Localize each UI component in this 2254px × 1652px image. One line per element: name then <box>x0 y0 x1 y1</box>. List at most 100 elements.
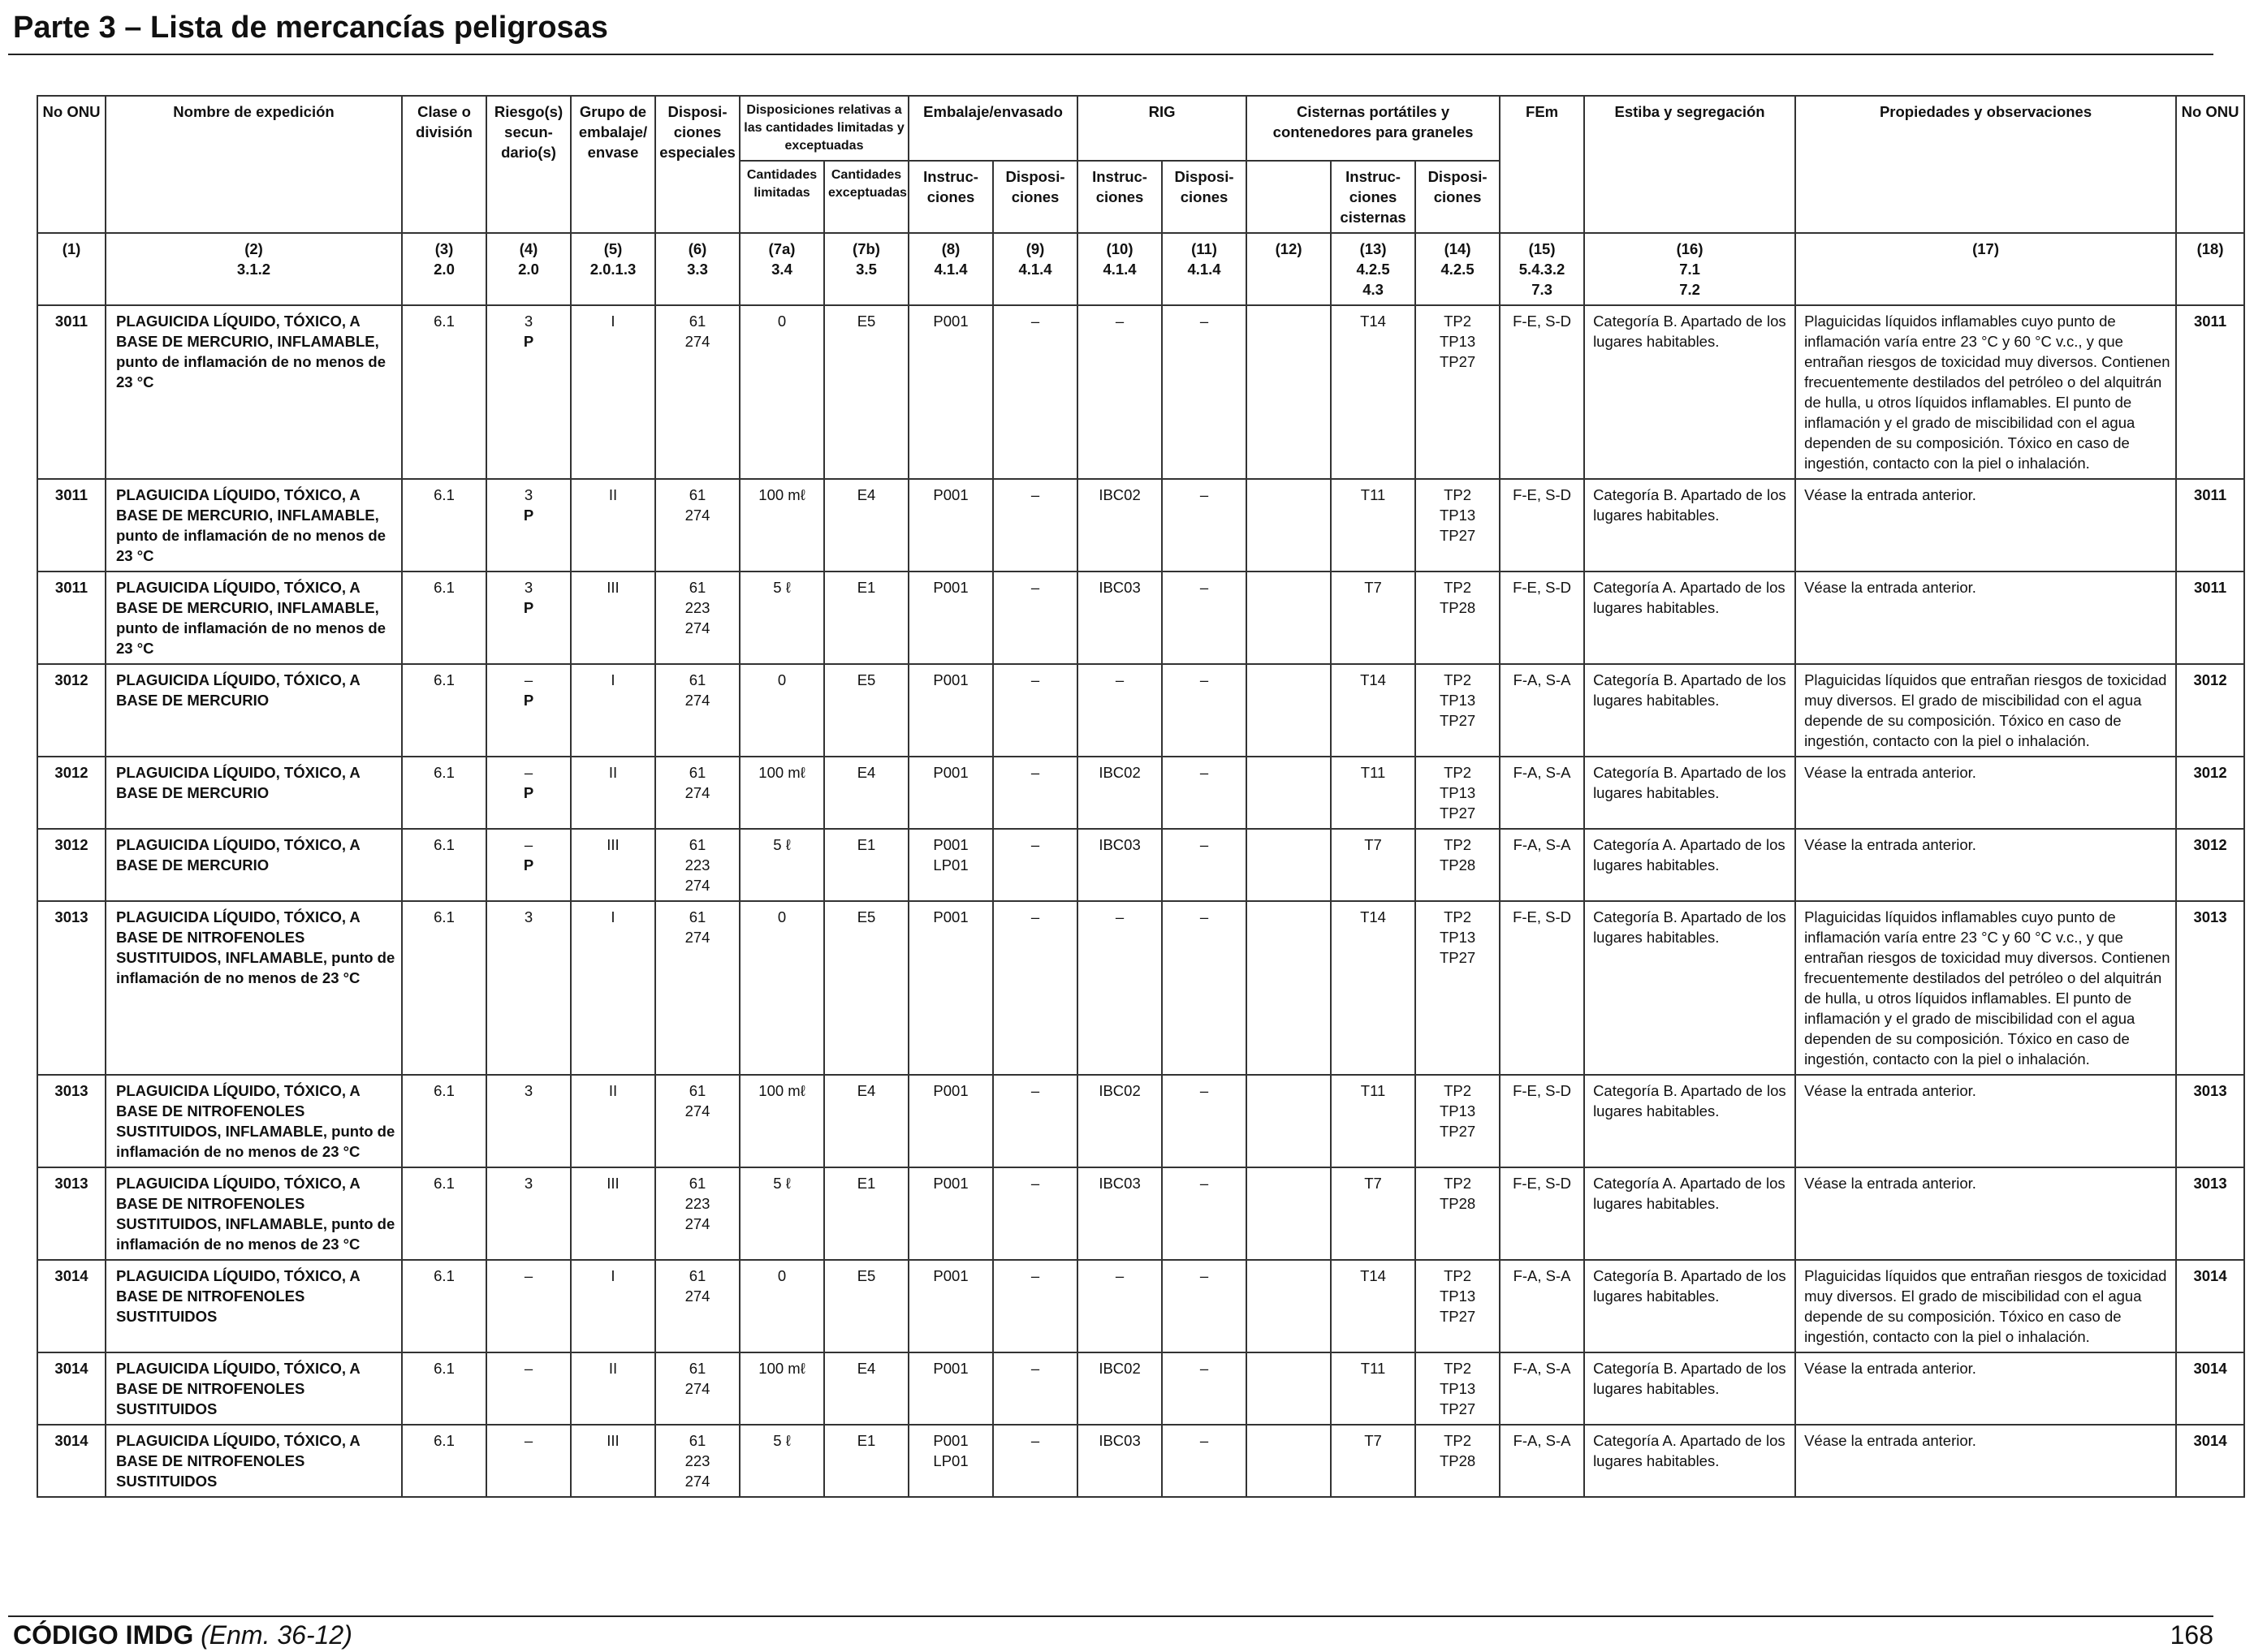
subsidiary-risk-value: 3 <box>524 1175 533 1192</box>
column-reference: 4.1.4 <box>934 261 968 278</box>
ibc-provision-cell: – <box>1161 478 1248 572</box>
ems-cell: F-E, S-D <box>1499 1167 1586 1261</box>
un-number-right-cell: 3014 <box>2175 1259 2246 1353</box>
limited-quantity-cell: 0 <box>739 304 825 480</box>
limited-quantity-cell: 100 mℓ <box>739 478 825 572</box>
excepted-quantity-value: E4 <box>857 764 876 781</box>
packing-instruction-value: P001 <box>933 1267 969 1284</box>
properties-cell: Véase la entrada anterior. <box>1794 1074 2178 1168</box>
table-row: 3012 PLAGUICIDA LÍQUIDO, TÓXICO, A BASE D… <box>37 828 2246 902</box>
shipping-name: PLAGUICIDA LÍQUIDO, TÓXICO, A BASE DE ME… <box>116 313 379 350</box>
ems-value: F-A, S-A <box>1513 671 1571 688</box>
class-value: 6.1 <box>434 1175 455 1192</box>
un-number-right-value: 3014 <box>2193 1267 2227 1284</box>
ibc-instruction-cell: IBC02 <box>1077 1352 1164 1426</box>
packing-provision-cell: – <box>992 756 1079 830</box>
packing-instruction-value: P001 <box>933 671 969 688</box>
shipping-name-cell: PLAGUICIDA LÍQUIDO, TÓXICO, A BASE DE NI… <box>105 1074 403 1168</box>
ems-cell: F-A, S-A <box>1499 756 1586 830</box>
header-limited-excepted: Disposiciones relativas a las cantidades… <box>738 95 910 162</box>
special-provisions-cell: 61 274 <box>654 663 741 757</box>
un-number-right-value: 3014 <box>2193 1360 2227 1377</box>
table-row: 3014 PLAGUICIDA LÍQUIDO, TÓXICO, A BASE D… <box>37 1259 2246 1353</box>
shipping-name: PLAGUICIDA LÍQUIDO, TÓXICO, A BASE DE ME… <box>116 579 379 616</box>
packing-instruction-cell: P001 <box>908 1259 995 1353</box>
packing-provision-value: – <box>1030 1432 1040 1449</box>
tank-instruction-cell: T7 <box>1330 571 1417 665</box>
class-cell: 6.1 <box>401 1259 487 1353</box>
tank-instruction-value: T11 <box>1360 486 1386 503</box>
table-row: 3012 PLAGUICIDA LÍQUIDO, TÓXICO, A BASE D… <box>37 756 2246 830</box>
properties-cell: Véase la entrada anterior. <box>1794 571 2178 665</box>
tank-provision-cell: TP2 TP13 TP27 <box>1414 1074 1501 1168</box>
shipping-name-qualifier: punto de inflamación de no menos de 23 °… <box>116 353 386 390</box>
ems-value: F-A, S-A <box>1513 764 1571 781</box>
special-provisions-value: 61 274 <box>684 764 710 801</box>
tank-instruction-cell: T7 <box>1330 828 1417 902</box>
un-number-value: 3013 <box>54 908 89 925</box>
un-number-right-cell: 3012 <box>2175 756 2246 830</box>
ibc-instruction-value: IBC02 <box>1099 1360 1141 1377</box>
header-packing-provisions: Disposi-ciones <box>992 160 1079 234</box>
column-number-cell: (5) 2.0.1.3 <box>570 232 656 306</box>
header-ibc: RIG <box>1077 95 1248 162</box>
column-number-cell: (15) 5.4.3.2 7.3 <box>1499 232 1586 306</box>
ems-cell: F-E, S-D <box>1499 900 1586 1076</box>
tank-instruction-cell: T11 <box>1330 478 1417 572</box>
un-number-right-cell: 3012 <box>2175 663 2246 757</box>
packing-provision-value: – <box>1030 1360 1040 1377</box>
packing-group-cell: III <box>570 1167 656 1261</box>
footer-code-italic: (Enm. 36-12) <box>201 1620 352 1650</box>
table-row: 3012 PLAGUICIDA LÍQUIDO, TÓXICO, A BASE D… <box>37 663 2246 757</box>
limited-quantity-value: 5 ℓ <box>773 1432 791 1449</box>
tank-instruction-cell: T14 <box>1330 900 1417 1076</box>
packing-provision-cell: – <box>992 900 1079 1076</box>
limited-quantity-cell: 0 <box>739 900 825 1076</box>
column-reference: 4.1.4 <box>1187 261 1221 278</box>
special-provisions-cell: 61 274 <box>654 1074 741 1168</box>
header-stowage: Estiba y segregación <box>1583 95 1797 234</box>
limited-quantity-value: 0 <box>777 671 787 688</box>
properties-cell: Véase la entrada anterior. <box>1794 1424 2178 1498</box>
ibc-instruction-value: – <box>1115 671 1125 688</box>
column-12-cell <box>1246 663 1332 757</box>
special-provisions-cell: 61 274 <box>654 900 741 1076</box>
column-number: (16) <box>1676 240 1703 257</box>
stowage-value: Categoría A. Apartado de los lugares hab… <box>1593 836 1785 873</box>
packing-group-cell: II <box>570 1352 656 1426</box>
column-12-cell <box>1246 304 1332 480</box>
packing-provision-cell: – <box>992 1352 1079 1426</box>
shipping-name-cell: PLAGUICIDA LÍQUIDO, TÓXICO, A BASE DE ME… <box>105 828 403 902</box>
column-number-row: (1) (2) 3.1.2 (3) 2.0 (4) 2.0 (5) 2.0.1.3 (6) 3.3(… <box>37 232 2246 306</box>
excepted-quantity-value: E5 <box>857 671 876 688</box>
header-ibc-provisions: Disposi-ciones <box>1161 160 1248 234</box>
un-number-right-value: 3011 <box>2193 486 2227 503</box>
ibc-instruction-cell: – <box>1077 900 1164 1076</box>
packing-instruction-cell: P001 <box>908 1352 995 1426</box>
shipping-name-qualifier: punto de inflamación de no menos de 23 °… <box>116 1123 395 1160</box>
packing-instruction-cell: P001 <box>908 756 995 830</box>
table-row: 3011 PLAGUICIDA LÍQUIDO, TÓXICO, A BASE D… <box>37 571 2246 665</box>
packing-instruction-cell: P001 <box>908 478 995 572</box>
table-row: 3011 PLAGUICIDA LÍQUIDO, TÓXICO, A BASE D… <box>37 304 2246 480</box>
table-row: 3013 PLAGUICIDA LÍQUIDO, TÓXICO, A BASE D… <box>37 1074 2246 1168</box>
special-provisions-value: 61 274 <box>684 671 710 709</box>
un-number-value: 3014 <box>54 1267 89 1284</box>
packing-group-value: I <box>611 671 615 688</box>
un-number-cell: 3013 <box>37 1074 106 1168</box>
packing-group-value: III <box>607 836 620 853</box>
excepted-quantity-cell: E4 <box>823 478 910 572</box>
packing-group-value: II <box>608 1082 618 1099</box>
ibc-provision-cell: – <box>1161 571 1248 665</box>
un-number-value: 3011 <box>54 579 89 596</box>
stowage-value: Categoría A. Apartado de los lugares hab… <box>1593 1175 1785 1212</box>
packing-group-cell: II <box>570 1074 656 1168</box>
header-tank-provisions: Disposi-ciones <box>1414 160 1501 234</box>
column-reference: 4.2.5 4.3 <box>1356 261 1390 298</box>
packing-provision-cell: – <box>992 304 1079 480</box>
ems-value: F-A, S-A <box>1513 1432 1571 1449</box>
properties-cell: Véase la entrada anterior. <box>1794 828 2178 902</box>
